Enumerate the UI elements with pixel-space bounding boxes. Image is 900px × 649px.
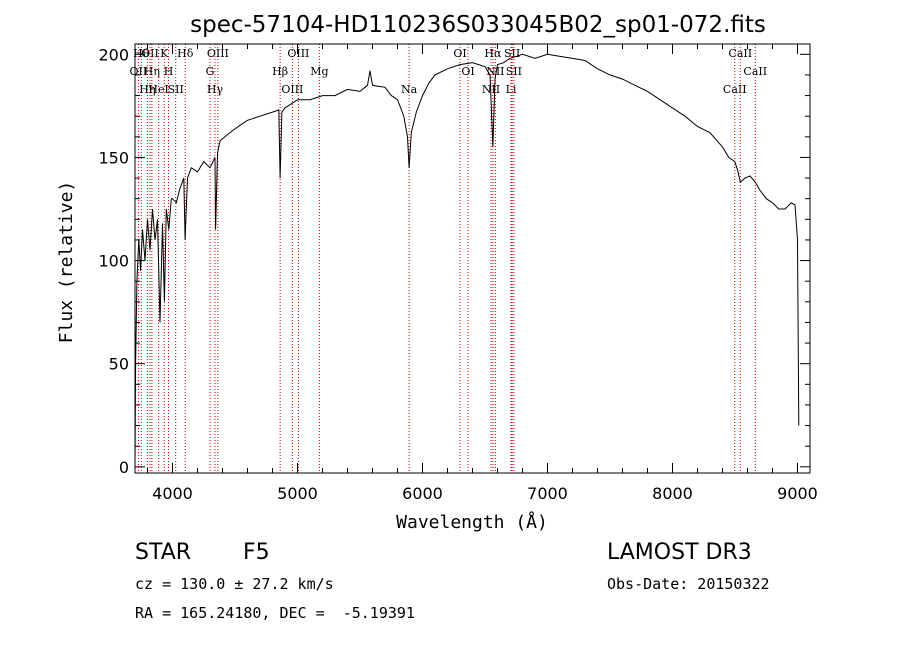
marker-label: Hβ xyxy=(272,65,288,78)
subclass: F5 xyxy=(243,540,270,565)
line-markers: HθOIIHηOIIHηHeIKHSIIHδGHγOIIIHβOIIIOIIIM… xyxy=(130,44,767,473)
redshift-velocity: cz = 130.0 ± 27.2 km/s xyxy=(135,575,334,593)
plot-frame xyxy=(134,43,811,474)
marker-label: Hθ xyxy=(133,47,150,60)
y-tick-label: 50 xyxy=(109,355,129,374)
y-tick-label: 100 xyxy=(98,252,129,271)
x-axis-label: Wavelength (Å) xyxy=(396,511,548,533)
object-type: STAR xyxy=(135,540,192,565)
marker-label: OIII xyxy=(287,47,309,60)
survey-name: LAMOST DR3 xyxy=(607,540,752,565)
marker-label: G xyxy=(206,65,215,78)
x-tick-label: 5000 xyxy=(277,484,318,503)
marker-label: OIII xyxy=(207,47,229,60)
x-tick-label: 9000 xyxy=(777,484,818,503)
x-tick-label: 6000 xyxy=(402,484,443,503)
marker-label: OI xyxy=(453,47,466,60)
marker-label: NII xyxy=(486,65,504,78)
marker-label: Li xyxy=(506,83,517,96)
marker-label: OI xyxy=(461,65,474,78)
marker-label: Hα xyxy=(484,47,502,60)
marker-label: Na xyxy=(401,83,418,96)
marker-label: H xyxy=(164,65,174,78)
chart-title: spec-57104-HD110236S033045B02_sp01-072.f… xyxy=(190,12,766,38)
y-tick-label: 150 xyxy=(98,148,129,167)
x-axis: 4000 5000 6000 7000 8000 9000 xyxy=(147,44,818,503)
marker-label: Hδ xyxy=(177,47,194,60)
marker-label: OII xyxy=(141,47,159,60)
marker-label: CaII xyxy=(743,65,767,78)
marker-label: Hη xyxy=(144,65,160,78)
marker-label: HeI xyxy=(148,83,168,96)
x-tick-label: 8000 xyxy=(652,484,693,503)
y-axis: 0 50 100 150 200 xyxy=(98,45,810,477)
x-tick-label: 4000 xyxy=(152,484,193,503)
marker-label: CaII xyxy=(723,83,747,96)
marker-label: OIII xyxy=(281,83,303,96)
spectrum-line xyxy=(134,53,800,467)
marker-label: SII xyxy=(506,65,522,78)
marker-label: Hγ xyxy=(207,83,224,96)
x-tick-label: 7000 xyxy=(527,484,568,503)
y-axis-label: Flux (relative) xyxy=(56,181,77,344)
y-tick-label: 200 xyxy=(98,45,129,64)
y-tick-label: 0 xyxy=(119,458,129,477)
observation-date: Obs-Date: 20150322 xyxy=(607,575,770,593)
marker-label: CaII xyxy=(728,47,752,60)
marker-label: SII xyxy=(168,83,184,96)
coordinates: RA = 165.24180, DEC = -5.19391 xyxy=(135,604,415,622)
marker-label: K xyxy=(160,47,169,60)
marker-label: OII xyxy=(130,65,148,78)
marker-label: Mg xyxy=(310,65,328,78)
